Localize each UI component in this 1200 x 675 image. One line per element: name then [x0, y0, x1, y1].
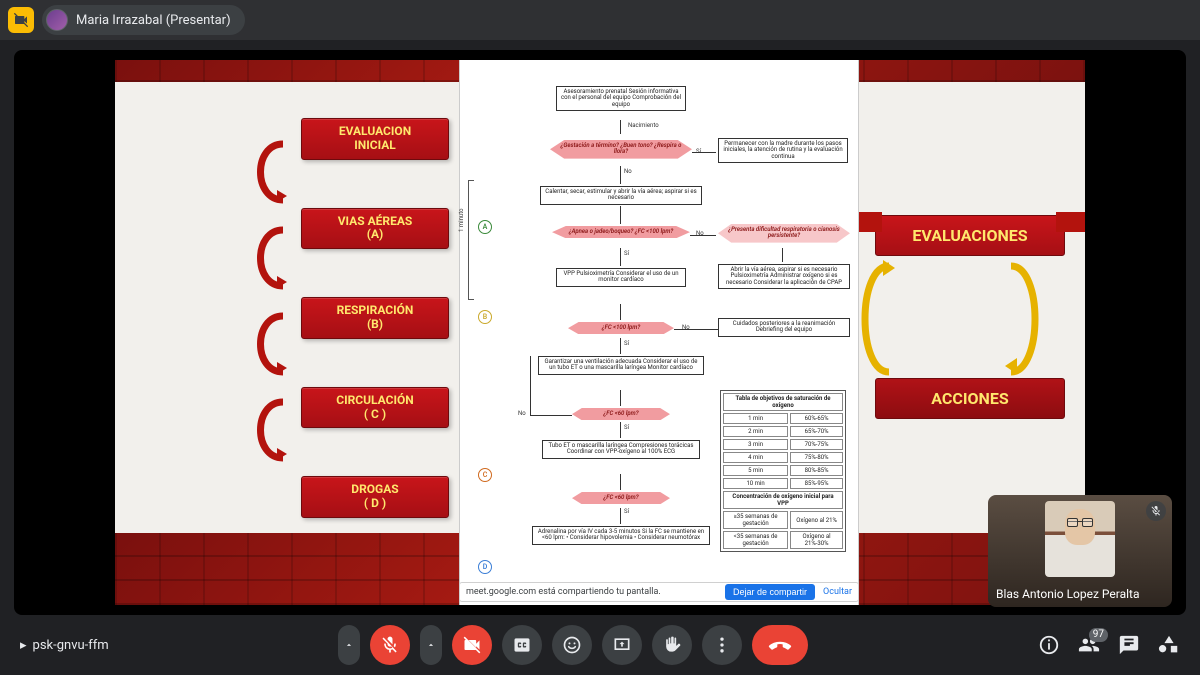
- left-box-3: CIRCULACIÓN ( C ): [301, 387, 449, 429]
- yellow-curve-down-icon: [1003, 260, 1047, 378]
- flow-adren: Adrenalina por vía IV cada 3-5 minutos S…: [532, 526, 710, 545]
- flow-vent: Garantizar una ventilación adecuada Cons…: [538, 356, 704, 375]
- screen-share-bar: meet.google.com está compartiendo tu pan…: [459, 582, 859, 602]
- slide: EVALUACION INICIAL VIAS AÉREAS (A) RESPI…: [115, 60, 1085, 605]
- ring-c: C: [478, 468, 492, 482]
- participant-name: Blas Antonio Lopez Peralta: [988, 583, 1172, 607]
- more-icon: [712, 635, 732, 655]
- flow-side2: Abrir la vía aérea, aspirar si es necesa…: [718, 264, 850, 289]
- meeting-code[interactable]: ▸ psk-gnvu-ffm: [20, 638, 109, 653]
- hide-share-bar-link[interactable]: Ocultar: [823, 587, 852, 597]
- flow-warm: Calentar, secar, estimular y abrir la ví…: [540, 186, 702, 205]
- leave-call-button[interactable]: [752, 625, 808, 665]
- present-button[interactable]: [602, 625, 642, 665]
- share-bar-text: meet.google.com está compartiendo tu pan…: [466, 587, 717, 597]
- flow-vpp: VPP Pulsioximetría Considerar el uso de …: [556, 268, 686, 287]
- activities-button[interactable]: [1158, 634, 1180, 656]
- timeline-label: 1 minuto: [458, 208, 465, 232]
- participant-count-badge: 97: [1089, 628, 1108, 642]
- right-box-acciones: ACCIONES: [875, 378, 1065, 419]
- presenter-name: Maria Irrazabal (Presentar): [76, 13, 231, 28]
- flow-q1: ¿Gestación a término? ¿Buen tono? ¿Respi…: [550, 140, 692, 159]
- saturation-table: Tabla de objetivos de saturación de oxíg…: [720, 390, 846, 552]
- camera-toggle-button[interactable]: [452, 625, 492, 665]
- flow-q5: ¿FC <60 lpm?: [572, 492, 670, 504]
- presenter-pill[interactable]: Maria Irrazabal (Presentar): [42, 5, 245, 35]
- more-options-button[interactable]: [702, 625, 742, 665]
- curve-arrow-icon: [247, 226, 289, 290]
- meet-topbar: Maria Irrazabal (Presentar): [0, 0, 1200, 40]
- flow-side-q2: ¿Presenta dificultad respiratoria o cian…: [718, 224, 850, 243]
- captions-icon: [512, 635, 532, 655]
- camera-options-button[interactable]: [420, 625, 442, 665]
- chat-button[interactable]: [1118, 634, 1140, 656]
- info-icon: [1038, 634, 1060, 656]
- present-icon: [612, 635, 632, 655]
- participant-tile[interactable]: Blas Antonio Lopez Peralta: [988, 495, 1172, 607]
- chat-icon: [1118, 634, 1140, 656]
- yellow-curve-up-icon: [853, 260, 897, 378]
- left-box-1: VIAS AÉREAS (A): [301, 208, 449, 250]
- left-box-4: DROGAS ( D ): [301, 476, 449, 518]
- shapes-icon: [1158, 634, 1180, 656]
- left-box-0: EVALUACION INICIAL: [301, 118, 449, 160]
- curve-arrow-icon: [247, 312, 289, 376]
- people-button[interactable]: 97: [1078, 634, 1100, 656]
- ring-a: A: [478, 220, 492, 234]
- stop-sharing-button[interactable]: Dejar de compartir: [725, 584, 815, 600]
- flow-comp: Tubo ET o mascarilla laríngea Compresion…: [542, 440, 700, 459]
- right-box-evaluaciones: EVALUACIONES: [875, 215, 1065, 256]
- left-box-2: RESPIRACIÓN (B): [301, 297, 449, 339]
- flow-top-box: Asesoramiento prenatal Sesión informativ…: [556, 86, 686, 111]
- mic-toggle-button[interactable]: [370, 625, 410, 665]
- mic-options-button[interactable]: [338, 625, 360, 665]
- camera-off-icon: [13, 12, 29, 28]
- curve-arrow-icon: [247, 398, 289, 462]
- participant-video: [988, 495, 1172, 583]
- raise-hand-button[interactable]: [652, 625, 692, 665]
- flow-q2: ¿Apnea o jadeo/boqueo? ¿FC <100 lpm?: [552, 226, 690, 238]
- hangup-icon: [767, 632, 793, 658]
- meet-dock: ▸ psk-gnvu-ffm: [0, 615, 1200, 675]
- emoji-icon: [562, 635, 582, 655]
- flow-side1: Permanecer con la madre durante los paso…: [718, 138, 848, 163]
- mic-off-icon: [380, 635, 400, 655]
- flowchart: 1 minuto A B C D Asesoramiento prenatal …: [459, 60, 859, 605]
- left-column: EVALUACION INICIAL VIAS AÉREAS (A) RESPI…: [301, 118, 449, 518]
- reactions-button[interactable]: [552, 625, 592, 665]
- timeline-bracket: [468, 180, 474, 300]
- presenter-avatar: [46, 9, 68, 31]
- curve-arrow-icon: [247, 140, 289, 204]
- flow-q3: ¿FC <100 lpm?: [568, 322, 674, 334]
- flow-side3: Cuidados posteriores a la reanimación De…: [718, 318, 850, 337]
- ring-d: D: [478, 560, 492, 574]
- hand-icon: [662, 635, 682, 655]
- presentation-viewport: EVALUACION INICIAL VIAS AÉREAS (A) RESPI…: [14, 50, 1186, 615]
- stage: EVALUACION INICIAL VIAS AÉREAS (A) RESPI…: [0, 40, 1200, 615]
- arrow-right-icon: [1056, 208, 1085, 236]
- info-button[interactable]: [1038, 634, 1060, 656]
- mic-muted-icon: [1146, 501, 1166, 521]
- captions-button[interactable]: [502, 625, 542, 665]
- camera-off-badge: [8, 7, 34, 33]
- camera-off-icon: [462, 635, 482, 655]
- ring-b: B: [478, 310, 492, 324]
- flow-q4: ¿FC <60 lpm?: [572, 408, 670, 420]
